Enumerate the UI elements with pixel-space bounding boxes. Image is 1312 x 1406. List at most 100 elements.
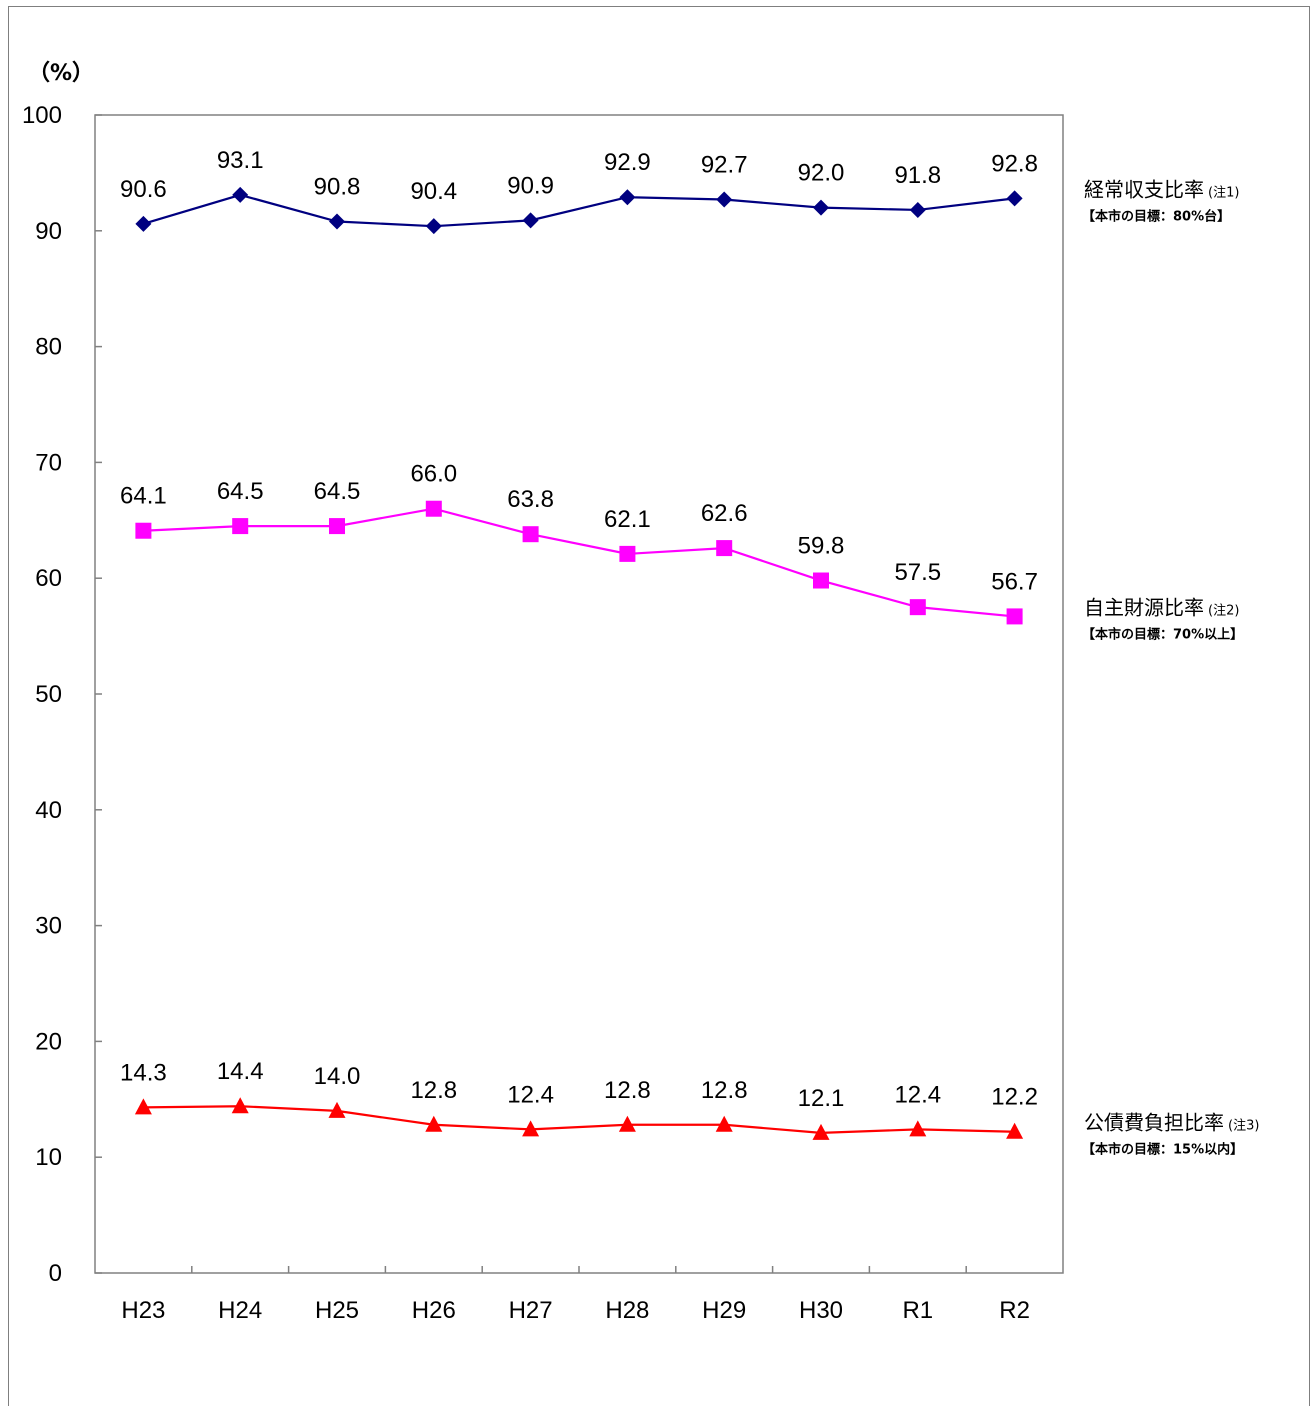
data-label: 64.5 xyxy=(314,478,361,505)
data-point-diamond xyxy=(232,186,249,203)
data-point-triangle xyxy=(328,1101,346,1118)
x-tick-label: H23 xyxy=(121,1297,165,1324)
data-point-square xyxy=(909,599,926,616)
x-tick-label: H25 xyxy=(315,1297,359,1324)
data-label: 12.2 xyxy=(991,1084,1038,1111)
y-tick-label: 70 xyxy=(35,449,62,476)
y-tick-label: 60 xyxy=(35,565,62,592)
data-label: 12.4 xyxy=(507,1081,554,1108)
data-label: 92.0 xyxy=(798,160,845,187)
data-point-triangle xyxy=(231,1097,249,1114)
data-label: 12.8 xyxy=(604,1077,651,1104)
y-tick-label: 80 xyxy=(35,334,62,361)
data-label: 14.0 xyxy=(314,1063,361,1090)
data-point-diamond xyxy=(425,218,442,235)
legend-series-name: 自主財源比率 (注2) xyxy=(1084,595,1239,619)
data-label: 62.6 xyxy=(701,500,748,527)
data-label: 64.1 xyxy=(120,483,167,510)
data-label: 92.7 xyxy=(701,152,748,179)
data-point-triangle xyxy=(909,1120,927,1137)
data-point-diamond xyxy=(1006,190,1023,207)
legend: 経常収支比率 (注1) 【本市の目標：80%台】自主財源比率 (注2) 【本市の目標：7… xyxy=(1082,177,1259,1157)
data-point-square xyxy=(329,518,345,535)
y-axis-unit-label: （%） xyxy=(28,61,94,86)
legend-series-target: 【本市の目標：70%以上】 xyxy=(1082,626,1243,642)
series-layer: 90.6 93.1 90.8 90.4 90.9 92.9 92.7 92.0 91.8 92.8… xyxy=(120,147,1038,1140)
data-label: 92.8 xyxy=(991,150,1038,177)
y-tick-label: 90 xyxy=(35,218,62,245)
legend-series-name: 公債費負担比率 (注3) xyxy=(1084,1111,1259,1135)
series-1: 90.6 93.1 90.8 90.4 90.9 92.9 92.7 92.0 91.8 92.8 xyxy=(120,147,1038,235)
legend-series-name: 経常収支比率 (注1) xyxy=(1084,177,1239,201)
data-label: 12.4 xyxy=(894,1081,941,1108)
chart-frame xyxy=(8,6,1310,1406)
y-tick-label: 40 xyxy=(35,797,62,824)
data-point-triangle xyxy=(522,1120,540,1137)
data-label: 14.4 xyxy=(217,1058,264,1085)
data-point-triangle xyxy=(715,1115,733,1132)
series-line xyxy=(143,507,1015,618)
x-tick-label: H30 xyxy=(799,1297,843,1324)
y-tick-label: 20 xyxy=(35,1028,62,1055)
legend-entry-3: 公債費負担比率 (注3) 【本市の目標：15%以内】 xyxy=(1082,1111,1259,1158)
x-tick-label: H27 xyxy=(509,1297,553,1324)
data-label: 66.0 xyxy=(410,461,457,488)
y-tick-label: 0 xyxy=(49,1260,62,1287)
data-point-triangle xyxy=(618,1115,636,1132)
data-point-square xyxy=(135,522,152,539)
data-label: 64.5 xyxy=(217,478,264,505)
legend-entry-1: 経常収支比率 (注1) 【本市の目標：80%台】 xyxy=(1082,177,1239,224)
series-3: 14.3 14.4 14.0 12.8 12.4 12.8 12.8 12.1 12.4 12.2 xyxy=(120,1058,1038,1140)
series-line xyxy=(143,193,1015,228)
data-point-square xyxy=(813,572,829,589)
data-point-diamond xyxy=(329,213,345,230)
legend-series-target: 【本市の目標：80%台】 xyxy=(1082,208,1230,224)
legend-entry-2: 自主財源比率 (注2) 【本市の目標：70%以上】 xyxy=(1082,595,1243,642)
data-point-diamond xyxy=(619,189,636,206)
data-label: 90.4 xyxy=(410,178,457,205)
y-tick-label: 30 xyxy=(35,913,62,940)
data-label: 63.8 xyxy=(507,486,554,513)
data-label: 92.9 xyxy=(604,149,651,176)
data-label: 90.6 xyxy=(120,176,167,203)
data-point-diamond xyxy=(909,201,926,218)
data-point-diamond xyxy=(135,215,152,232)
data-label: 59.8 xyxy=(798,533,845,560)
x-tick-label: H26 xyxy=(412,1297,456,1324)
data-label: 93.1 xyxy=(217,147,264,174)
x-tick-label: R2 xyxy=(999,1297,1030,1324)
data-label: 12.8 xyxy=(701,1077,748,1104)
data-point-triangle xyxy=(1006,1122,1024,1139)
x-tick-label: R1 xyxy=(902,1297,933,1324)
data-point-triangle xyxy=(134,1098,152,1115)
data-point-triangle xyxy=(425,1115,443,1132)
data-point-square xyxy=(716,540,733,557)
data-label: 56.7 xyxy=(991,568,1038,595)
data-point-triangle xyxy=(812,1123,830,1140)
data-label: 12.1 xyxy=(798,1085,845,1112)
data-point-diamond xyxy=(716,191,733,208)
series-line xyxy=(143,1105,1015,1134)
data-label: 14.3 xyxy=(120,1059,167,1086)
data-point-square xyxy=(232,518,249,535)
legend-series-target: 【本市の目標：15%以内】 xyxy=(1082,1142,1243,1158)
data-point-square xyxy=(619,545,636,562)
data-point-diamond xyxy=(522,212,539,229)
data-label: 62.1 xyxy=(604,506,651,533)
x-tick-label: H24 xyxy=(218,1297,262,1324)
data-point-square xyxy=(425,500,442,517)
data-point-square xyxy=(1006,608,1023,625)
y-tick-label: 10 xyxy=(35,1144,62,1171)
y-tick-label: 50 xyxy=(35,681,62,708)
x-tick-label: H28 xyxy=(605,1297,649,1324)
x-tick-label: H29 xyxy=(702,1297,746,1324)
data-label: 12.8 xyxy=(410,1077,457,1104)
data-point-diamond xyxy=(813,199,829,216)
data-label: 90.8 xyxy=(314,174,361,201)
data-point-square xyxy=(522,526,539,543)
data-label: 57.5 xyxy=(894,559,941,586)
series-2: 64.1 64.5 64.5 66.0 63.8 62.1 62.6 59.8 57.5 56.7 xyxy=(120,461,1038,625)
data-label: 91.8 xyxy=(894,162,941,189)
y-tick-label: 100 xyxy=(22,102,62,129)
